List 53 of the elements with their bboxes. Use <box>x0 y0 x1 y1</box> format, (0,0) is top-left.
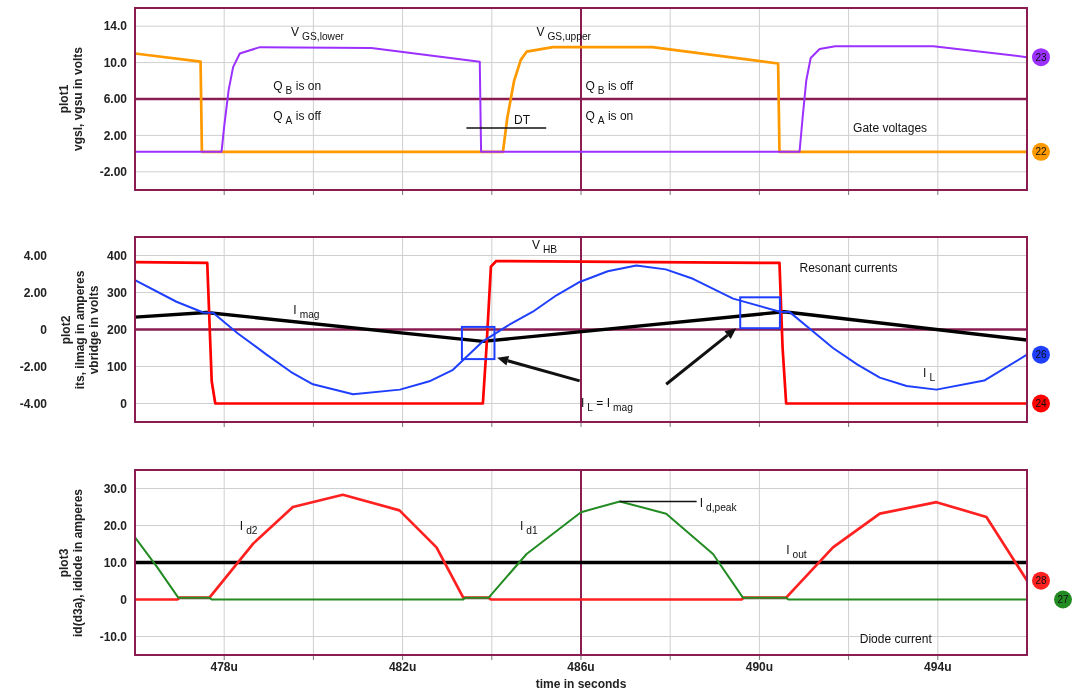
y-tick-label: 2.00 <box>103 128 128 143</box>
annotation: I$_{d2}$ <box>239 519 258 536</box>
y-tick-label: -2.00 <box>19 359 48 374</box>
y-axis-title: plot1 vgsl, vgsu in volts <box>57 46 85 152</box>
y2-tick-label: 400 <box>106 248 128 263</box>
x-axis-title: time in seconds <box>534 677 628 691</box>
annotation: I$_{L}$ = I$_{mag}$ <box>581 395 634 413</box>
y-tick-label: 0 <box>40 322 48 337</box>
y-tick-label: 2.00 <box>23 285 48 300</box>
y2-tick-label: 100 <box>106 359 128 374</box>
x-tick-label: 494u <box>924 659 952 674</box>
annotation: Gate voltages <box>853 121 928 136</box>
annotation: I$_{d,peak}$ <box>699 495 738 513</box>
series-label: 23 <box>1035 51 1047 63</box>
line-series <box>135 310 1027 344</box>
y-tick-label: 10.0 <box>103 55 128 70</box>
y-tick-label: 14.0 <box>103 19 128 34</box>
x-tick-label: 486u <box>567 659 595 674</box>
annotation: Q$_{A}$ is on <box>585 109 634 126</box>
annotation: V$_{HB}$ <box>531 238 558 255</box>
x-tick-label: 482u <box>388 659 417 674</box>
annotation: Q$_{A}$ is off <box>273 109 322 126</box>
annotation: Q$_{B}$ is on <box>273 79 322 96</box>
y2-tick-label: 200 <box>106 322 128 337</box>
annotation: Q$_{B}$ is off <box>585 79 634 96</box>
y-axis-title: plot2 its, ilmag in amperes <box>59 270 87 389</box>
annotation: I$_{mag}$ <box>293 303 320 320</box>
y-tick-label: 0 <box>120 592 128 607</box>
series-label: 22 <box>1035 146 1047 158</box>
series-label: 24 <box>1035 398 1047 409</box>
y2-axis-title: vbridge in volts <box>87 285 101 374</box>
annotation: DT <box>514 113 531 128</box>
y-tick-label: -10.0 <box>99 629 128 644</box>
annotation: I$_{out}$ <box>786 542 807 560</box>
y-tick-label: 4.00 <box>23 248 48 263</box>
text: 27 <box>1057 594 1069 605</box>
y2-tick-label: 300 <box>106 285 128 300</box>
y-tick-label: 10.0 <box>103 555 128 570</box>
y-tick-label: 20.0 <box>103 518 128 533</box>
annotation: I$_{L}$ <box>923 366 936 384</box>
y-tick-label: 6.00 <box>103 92 128 107</box>
annotation: I$_{d1}$ <box>519 519 538 536</box>
y-axis-title: plot3 id(d3a), idiode in amperes <box>57 488 85 637</box>
annotation: Resonant currents <box>799 260 898 275</box>
annotation: V$_{GS,lower}$ <box>291 24 345 42</box>
y-tick-label: -2.00 <box>99 165 128 180</box>
series-label: 26 <box>1035 349 1047 361</box>
y-tick-label: -4.00 <box>19 396 48 411</box>
annotation: Diode current <box>859 632 933 646</box>
series-label: 28 <box>1035 575 1047 587</box>
x-tick-label: 490u <box>745 659 774 674</box>
y-tick-label: 30.0 <box>103 481 128 496</box>
x-tick-label: 478u <box>210 659 238 674</box>
